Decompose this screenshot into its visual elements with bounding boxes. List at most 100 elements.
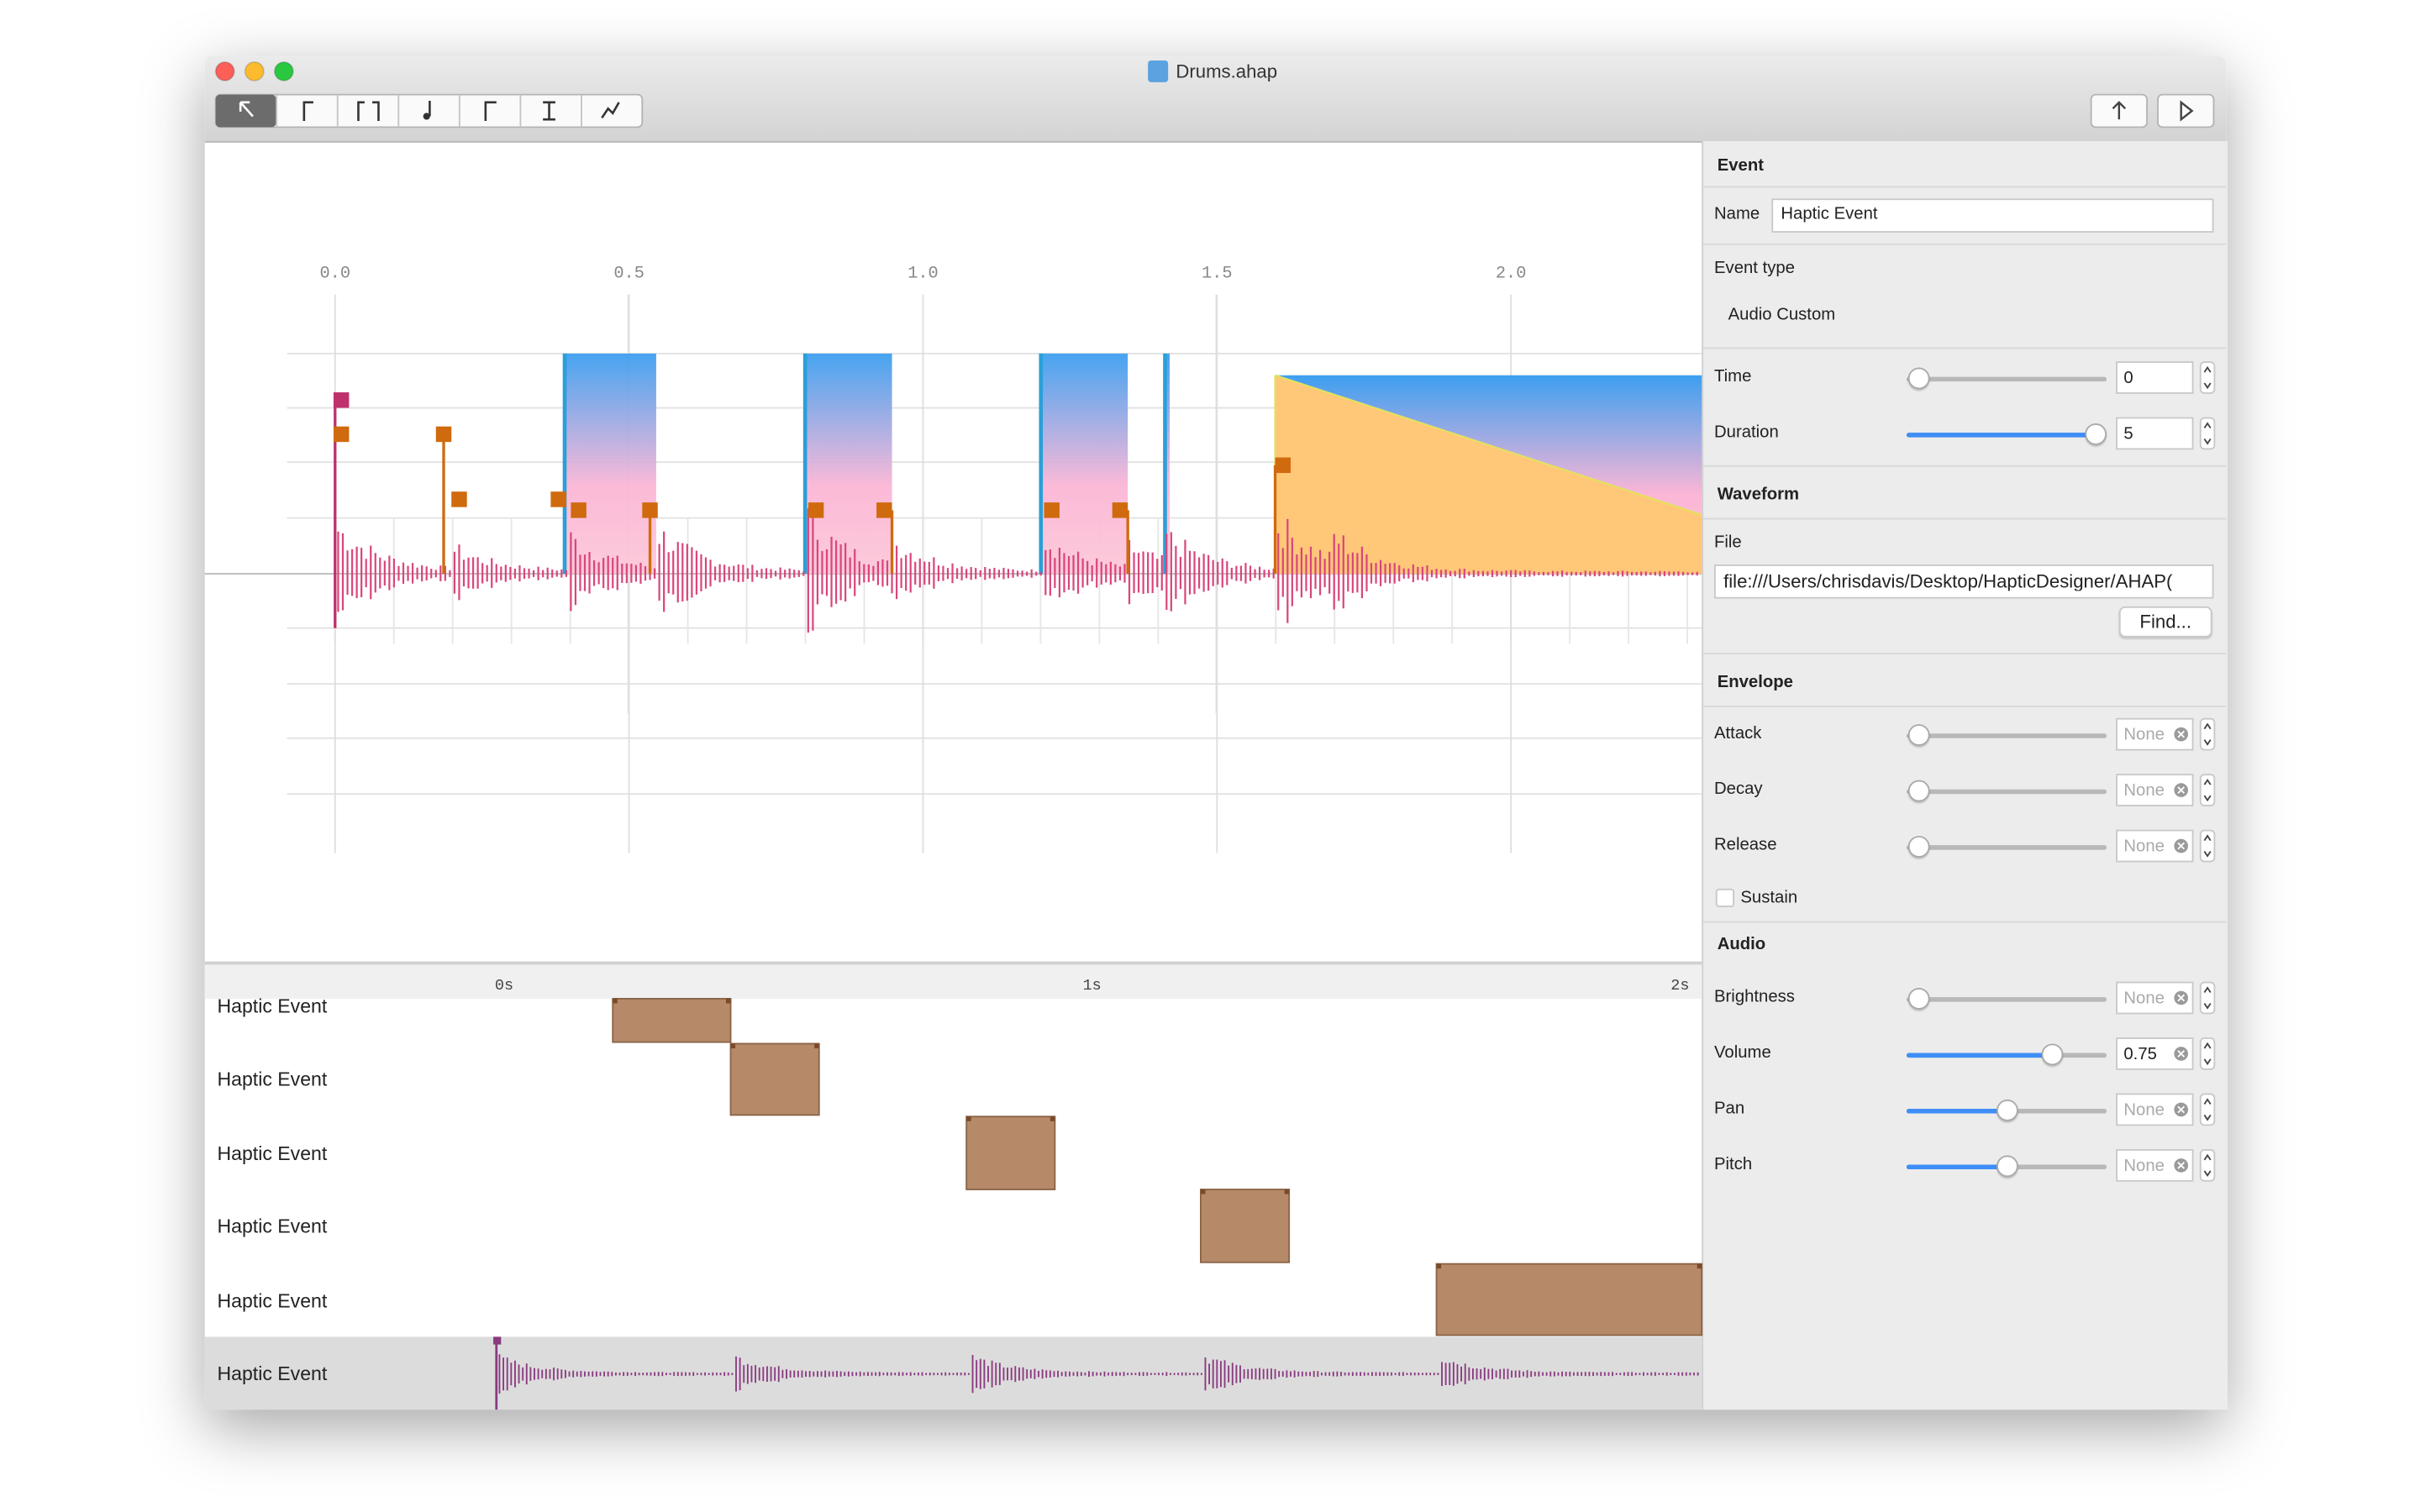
slider-knob[interactable]	[1907, 836, 1930, 858]
field-value: Audio Custom	[1728, 305, 1836, 324]
slider-knob[interactable]	[2041, 1043, 2064, 1066]
time-label: 2s	[1670, 977, 1689, 995]
separator	[1703, 347, 2227, 349]
marker-handle[interactable]	[435, 426, 452, 443]
tool-icon[interactable]	[239, 101, 254, 118]
window-button[interactable]	[214, 60, 235, 81]
separator	[1703, 706, 2227, 707]
text-field[interactable]	[1771, 198, 2214, 233]
stepper[interactable]	[2199, 829, 2216, 863]
track-label: Haptic Event	[217, 1289, 328, 1312]
tool-icon[interactable]	[357, 101, 380, 122]
continuous-event	[1039, 353, 1128, 575]
marker-handle[interactable]	[1112, 502, 1128, 518]
number-field[interactable]	[2116, 361, 2194, 394]
continuous-event	[563, 353, 656, 575]
slider-knob[interactable]	[1907, 724, 1930, 747]
marker-handle[interactable]	[1275, 457, 1292, 474]
marker-handle[interactable]	[571, 502, 587, 518]
stepper[interactable]	[2199, 981, 2216, 1015]
clear-icon-x	[2177, 994, 2186, 1002]
marker-handle[interactable]	[550, 491, 566, 507]
field-value: Haptic Event	[1781, 204, 1878, 223]
field-label: Time	[1714, 367, 1752, 386]
stepper[interactable]	[2199, 417, 2216, 450]
checkbox[interactable]	[1715, 888, 1735, 908]
tool-icon[interactable]	[543, 101, 555, 121]
marker-handle[interactable]	[808, 502, 824, 518]
stepper[interactable]	[2199, 1149, 2216, 1182]
slider-knob[interactable]	[1907, 780, 1930, 802]
clear-icon-x	[2177, 730, 2186, 738]
track-block[interactable]	[729, 1042, 820, 1116]
track-block[interactable]	[1435, 1263, 1703, 1336]
marker-handle[interactable]	[642, 502, 658, 518]
section-header: Waveform	[1717, 485, 1800, 505]
tool-icon[interactable]	[302, 101, 313, 122]
track-label: Haptic Event	[217, 1362, 328, 1385]
block-handle	[1436, 1263, 1442, 1269]
axis-label: 2.0	[1496, 264, 1527, 283]
marker-handle[interactable]	[333, 426, 350, 443]
stepper[interactable]	[2199, 361, 2216, 394]
section-header: Audio	[1717, 935, 1766, 954]
separator	[1703, 921, 2227, 923]
stepper[interactable]	[2199, 1093, 2216, 1126]
envelope-edge	[1275, 374, 1702, 516]
slider-knob[interactable]	[1907, 988, 1930, 1010]
window-button[interactable]	[244, 60, 265, 81]
clear-icon-x	[2177, 1050, 2186, 1058]
marker-handle[interactable]	[451, 491, 467, 507]
axis-label: 1.5	[1202, 264, 1233, 283]
field-label: Pan	[1714, 1099, 1745, 1119]
field-label: Decay	[1714, 780, 1763, 799]
separator	[1703, 465, 2227, 467]
block-handle	[1284, 1189, 1290, 1194]
marker-handle[interactable]	[333, 392, 350, 408]
field-value: None	[2123, 837, 2165, 857]
timeline-header	[204, 963, 1702, 999]
slider-knob[interactable]	[1996, 1099, 2018, 1121]
tool-icon[interactable]	[484, 101, 497, 122]
slider-fill	[1906, 433, 2096, 438]
track-block[interactable]	[965, 1116, 1056, 1190]
marker-handle[interactable]	[876, 502, 892, 518]
block-handle	[730, 1043, 736, 1049]
stepper-arrows	[2203, 422, 2212, 445]
tool-icon[interactable]	[601, 102, 620, 119]
block-handle	[1050, 1116, 1055, 1121]
track-block[interactable]	[1200, 1189, 1291, 1263]
block-handle	[726, 998, 731, 1004]
window-title: Drums.ahap	[1176, 60, 1278, 82]
field-value: 0.75	[2123, 1045, 2157, 1064]
field-value: None	[2123, 726, 2165, 745]
track-block[interactable]	[612, 998, 732, 1043]
slider-track	[1906, 997, 2107, 1002]
toolbar-button[interactable]	[2157, 93, 2215, 129]
stepper-arrows	[2203, 986, 2212, 1010]
stepper[interactable]	[2199, 1037, 2216, 1070]
stepper[interactable]	[2199, 717, 2216, 751]
slider-knob[interactable]	[2085, 423, 2107, 445]
slider-knob[interactable]	[1907, 367, 1930, 390]
marker-handle[interactable]	[1044, 502, 1060, 518]
button[interactable]	[2118, 606, 2212, 638]
field-label: File	[1714, 533, 1742, 553]
slider-track	[1906, 733, 2107, 738]
window-button[interactable]	[273, 60, 294, 81]
text-field[interactable]	[1714, 564, 2214, 599]
stepper[interactable]	[2199, 774, 2216, 807]
clear-icon-x	[2177, 1105, 2186, 1114]
number-field[interactable]	[2116, 417, 2194, 450]
field-label: Event type	[1714, 259, 1795, 278]
stepper-arrows	[2203, 722, 2212, 746]
stepper-arrows	[2203, 778, 2212, 802]
slider-knob[interactable]	[1996, 1155, 2018, 1178]
clear-icon-x	[2177, 786, 2186, 794]
section-header: Envelope	[1717, 673, 1793, 692]
toolbar-icon	[2112, 101, 2127, 120]
slider-fill	[1906, 1053, 2053, 1058]
block-handle	[966, 1116, 971, 1121]
field-label: Pitch	[1714, 1155, 1753, 1174]
